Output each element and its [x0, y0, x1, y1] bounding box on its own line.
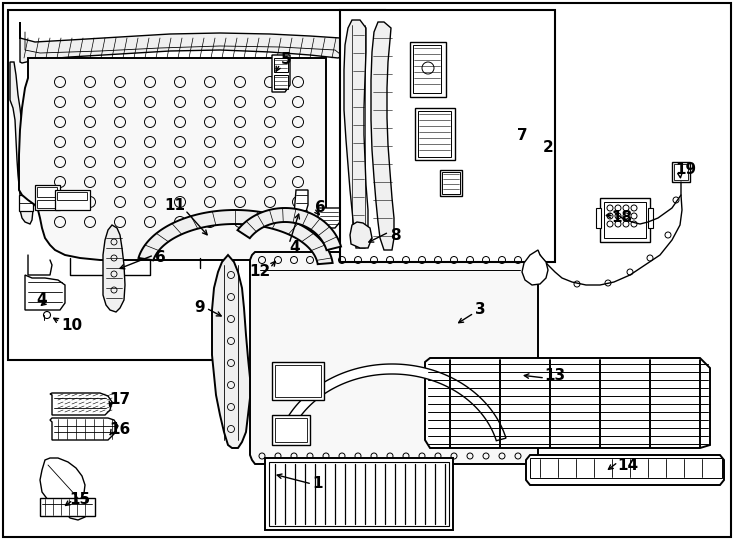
Polygon shape: [50, 418, 118, 440]
Text: 3: 3: [475, 302, 485, 318]
Text: 17: 17: [109, 393, 131, 408]
Polygon shape: [526, 455, 724, 485]
Bar: [410, 42, 446, 97]
Bar: [40, 498, 95, 516]
Bar: [604, 202, 646, 238]
Polygon shape: [344, 20, 368, 248]
Text: 18: 18: [611, 211, 633, 226]
Text: 8: 8: [390, 227, 400, 242]
Bar: [600, 198, 650, 242]
Polygon shape: [10, 62, 33, 224]
Polygon shape: [318, 208, 340, 228]
Polygon shape: [278, 364, 506, 441]
Bar: [596, 208, 601, 228]
Bar: [274, 75, 288, 89]
Polygon shape: [50, 393, 112, 415]
Bar: [19, 195, 33, 211]
Text: 9: 9: [195, 300, 206, 315]
Text: 14: 14: [617, 458, 639, 474]
Text: 5: 5: [280, 52, 291, 68]
Bar: [413, 45, 441, 93]
Text: 6: 6: [155, 251, 165, 266]
Polygon shape: [250, 252, 538, 464]
Bar: [55, 190, 90, 210]
Polygon shape: [103, 225, 125, 312]
Polygon shape: [25, 275, 65, 310]
Bar: [37, 200, 57, 208]
Bar: [265, 458, 453, 530]
Text: 4: 4: [37, 293, 47, 307]
Bar: [37, 187, 57, 197]
Polygon shape: [238, 208, 341, 250]
Text: 4: 4: [290, 240, 300, 255]
Text: 2: 2: [542, 140, 553, 156]
Bar: [272, 415, 310, 445]
Text: 7: 7: [517, 127, 527, 143]
Text: 16: 16: [109, 422, 131, 437]
Bar: [340, 10, 555, 262]
Bar: [672, 162, 690, 182]
Bar: [440, 170, 462, 196]
Text: 10: 10: [62, 318, 82, 333]
Text: 12: 12: [250, 265, 271, 280]
Bar: [415, 108, 455, 160]
Bar: [57, 192, 87, 200]
Bar: [418, 111, 451, 157]
Polygon shape: [40, 458, 85, 507]
Bar: [442, 172, 460, 194]
Polygon shape: [19, 58, 326, 260]
Text: 15: 15: [70, 492, 90, 508]
Bar: [275, 365, 321, 397]
Bar: [275, 418, 307, 442]
Text: 6: 6: [315, 200, 325, 215]
Polygon shape: [350, 222, 372, 248]
Text: 1: 1: [313, 476, 323, 491]
Bar: [269, 462, 449, 526]
Polygon shape: [294, 190, 308, 215]
Text: 19: 19: [675, 163, 697, 178]
Polygon shape: [20, 22, 345, 63]
Polygon shape: [272, 55, 290, 92]
Bar: [35, 185, 60, 210]
Bar: [648, 208, 653, 228]
Polygon shape: [371, 22, 394, 250]
Text: 11: 11: [164, 198, 186, 213]
Bar: [272, 362, 324, 400]
Polygon shape: [212, 255, 250, 448]
Polygon shape: [139, 210, 333, 264]
Bar: [530, 458, 722, 478]
Polygon shape: [425, 358, 710, 448]
Bar: [8, 10, 385, 360]
Bar: [674, 164, 688, 180]
Bar: [274, 58, 288, 72]
Polygon shape: [522, 250, 548, 285]
Text: 13: 13: [545, 368, 566, 382]
